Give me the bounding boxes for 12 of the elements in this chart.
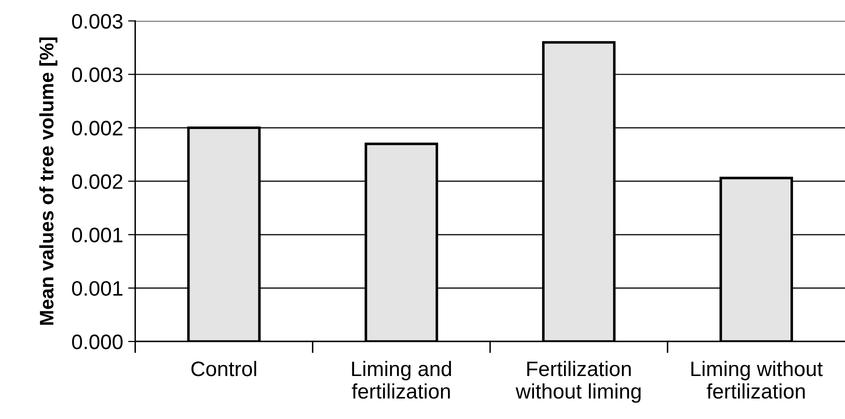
- x-tick-label: Liming without fertilization: [691, 360, 823, 399]
- y-axis-title: Mean values of tree volume [%]: [39, 38, 58, 325]
- y-tick-label: 0.003: [72, 14, 122, 29]
- y-tick-label: 0.003: [72, 67, 122, 82]
- x-tick-label: Control: [191, 360, 256, 376]
- y-tick-label: 0.001: [72, 228, 122, 242]
- y-tick-label: 0.001: [72, 281, 122, 296]
- x-tick-label: Liming and fertilization: [352, 360, 451, 399]
- y-tick-label: 0.000: [72, 334, 123, 350]
- y-tick-label: 0.002: [72, 120, 122, 136]
- x-tick-label: Fertilization without liming: [516, 360, 641, 403]
- y-tick-label: 0.002: [72, 174, 122, 189]
